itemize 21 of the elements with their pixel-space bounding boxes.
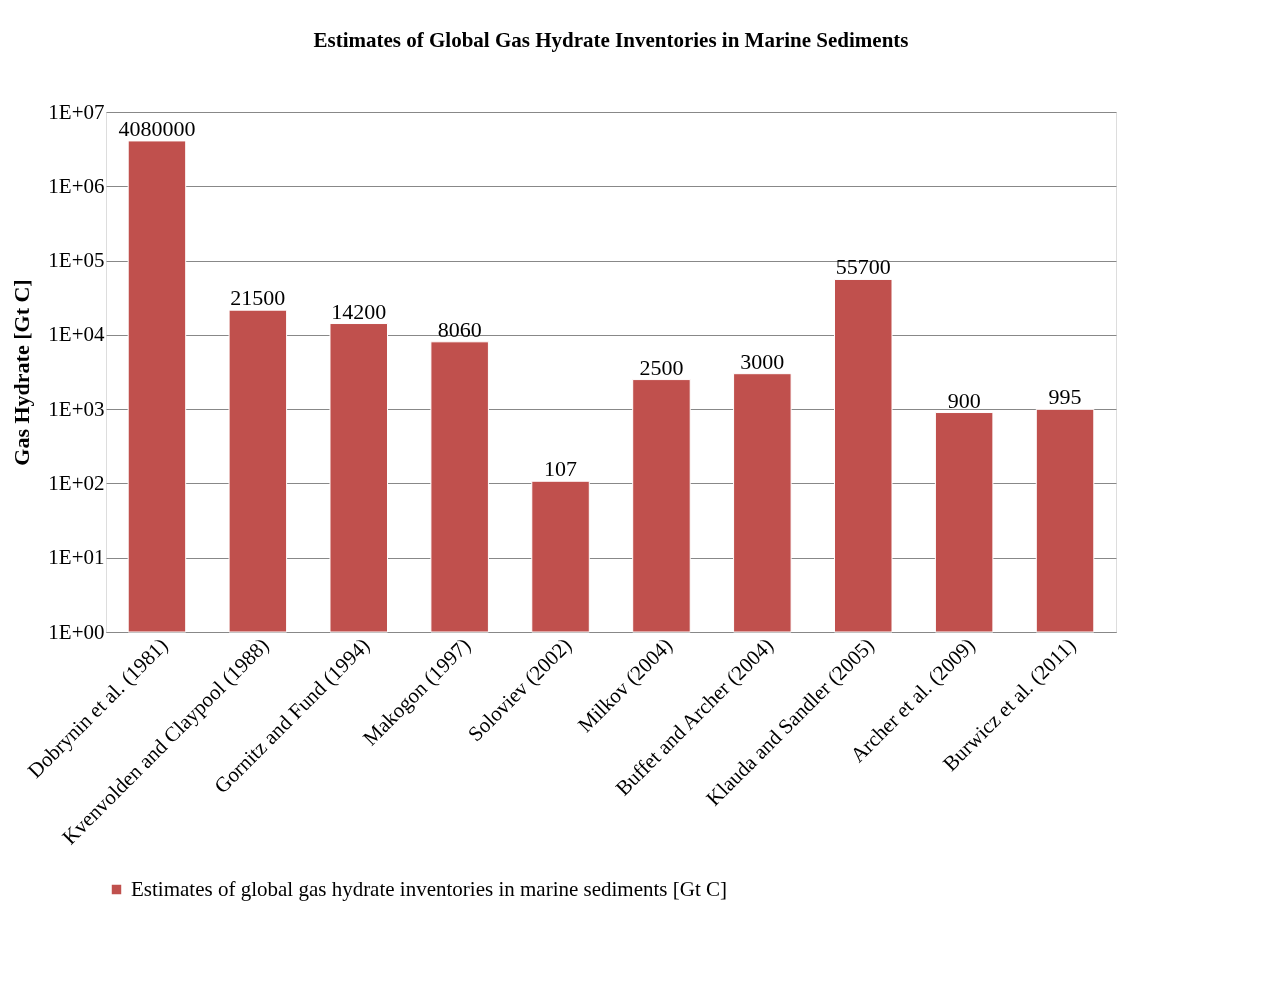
y-tick-label: 1E+01 bbox=[48, 545, 105, 570]
y-tick-label: 1E+00 bbox=[48, 619, 105, 644]
y-tick-label: 1E+04 bbox=[48, 322, 105, 347]
legend-label: Estimates of global gas hydrate inventories in marine sediments [Gt C] bbox=[131, 876, 728, 901]
y-tick-label: 1E+03 bbox=[48, 396, 105, 421]
y-tick-label: 1E+05 bbox=[48, 248, 105, 273]
chart-title: Estimates of Global Gas Hydrate Inventories in Marine Sediments bbox=[313, 28, 909, 52]
y-tick-label: 1E+07 bbox=[48, 99, 105, 124]
data-label: 107 bbox=[544, 456, 578, 482]
y-axis-title: Gas Hydrate [Gt C] bbox=[9, 279, 35, 466]
data-label: 995 bbox=[1048, 384, 1082, 410]
data-label: 14200 bbox=[331, 298, 387, 324]
data-label: 2500 bbox=[639, 354, 684, 380]
data-label: 8060 bbox=[437, 316, 482, 342]
data-label: 4080000 bbox=[118, 115, 196, 141]
data-label: 900 bbox=[947, 387, 981, 413]
data-label: 55700 bbox=[835, 254, 891, 280]
y-tick-label: 1E+02 bbox=[48, 470, 105, 495]
y-tick-label: 1E+06 bbox=[48, 173, 105, 198]
data-label: 3000 bbox=[740, 348, 785, 374]
data-label: 21500 bbox=[230, 285, 286, 311]
